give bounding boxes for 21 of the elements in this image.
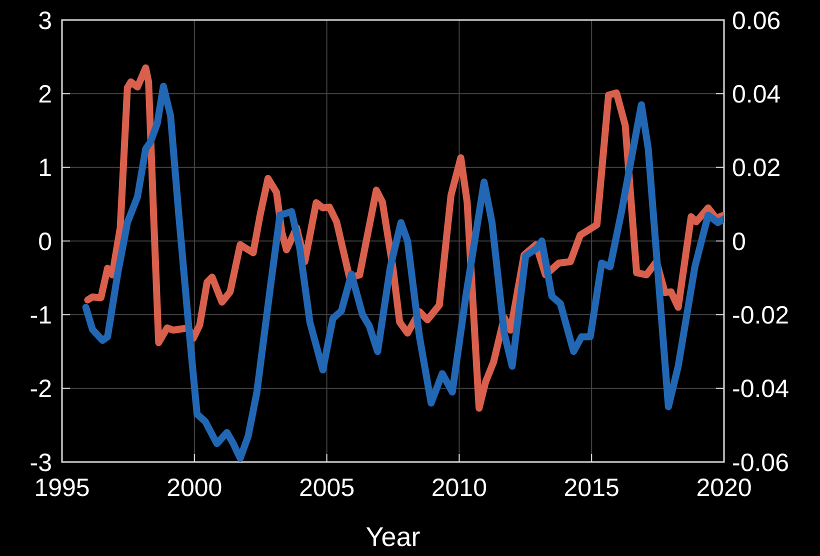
y2-tick-label: -0.02 xyxy=(732,301,789,330)
x-tick-label: 2010 xyxy=(431,474,488,502)
x-tick-label: 2000 xyxy=(166,474,222,502)
x-tick-label: 1995 xyxy=(34,474,90,502)
y2-tick-label: 0.02 xyxy=(732,154,781,182)
x-tick-label: 2005 xyxy=(298,474,355,502)
y2-tick-label: 0 xyxy=(732,228,746,256)
y2-tick-label: 0.06 xyxy=(732,6,781,35)
y2-tick-label: -0.04 xyxy=(732,375,790,404)
y-tick-label: 0 xyxy=(38,228,52,256)
x-tick-label: 2020 xyxy=(696,474,752,502)
x-tick-label: 2015 xyxy=(564,474,620,502)
y-tick-label: 3 xyxy=(38,6,52,35)
y2-tick-label: 0.04 xyxy=(732,80,781,108)
y-tick-label: 1 xyxy=(38,154,52,182)
y-tick-label: 2 xyxy=(38,80,52,108)
x-axis-title: Year xyxy=(366,522,420,552)
y2-tick-label: -0.06 xyxy=(732,448,789,477)
y-tick-label: -2 xyxy=(30,375,52,404)
y-tick-label: -3 xyxy=(30,448,52,477)
y-tick-label: -1 xyxy=(30,301,52,330)
